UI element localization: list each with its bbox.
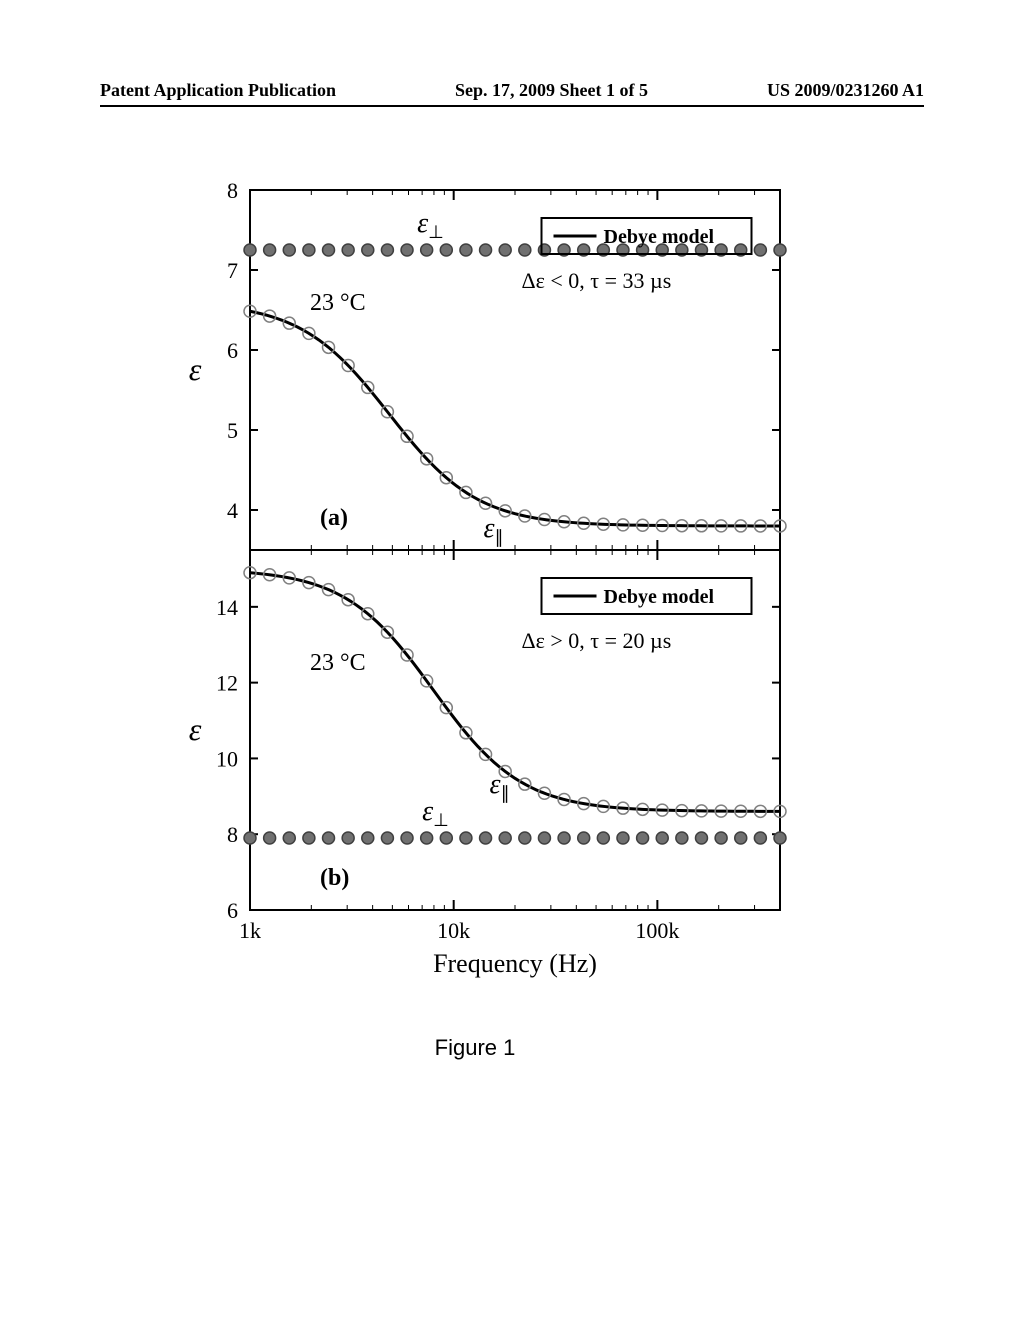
svg-text:Δε > 0, τ = 20 µs: Δε > 0, τ = 20 µs: [522, 628, 672, 653]
figure-1: 4 5 6 7 8 ε Debye model Δε < 0, τ = 33 µs 23 °C (…: [150, 180, 800, 1061]
svg-text:Δε < 0, τ = 33 µs: Δε < 0, τ = 33 µs: [522, 268, 672, 293]
svg-text:23 °C: 23 °C: [310, 650, 366, 676]
header-right: US 2009/0231260 A1: [767, 80, 924, 101]
svg-text:5: 5: [227, 418, 238, 443]
svg-text:ε⊥: ε⊥: [422, 796, 449, 830]
header-rule: [100, 105, 924, 107]
svg-text:ε⊥: ε⊥: [417, 208, 444, 242]
svg-text:ε∥: ε∥: [483, 513, 503, 547]
header-left: Patent Application Publication: [100, 80, 336, 101]
svg-text:23 °C: 23 °C: [310, 290, 366, 316]
svg-text:(b): (b): [320, 865, 349, 891]
svg-text:ε: ε: [189, 711, 202, 747]
svg-text:12: 12: [216, 671, 238, 696]
svg-text:14: 14: [216, 595, 238, 620]
svg-text:6: 6: [227, 338, 238, 363]
svg-text:1k: 1k: [239, 918, 261, 943]
svg-text:Debye model: Debye model: [604, 586, 715, 608]
svg-text:7: 7: [227, 258, 238, 283]
svg-text:ε: ε: [189, 351, 202, 387]
figure-caption: Figure 1: [150, 1035, 800, 1061]
svg-text:(a): (a): [320, 505, 348, 531]
svg-text:Frequency (Hz): Frequency (Hz): [433, 949, 597, 978]
svg-text:100k: 100k: [635, 918, 679, 943]
svg-text:8: 8: [227, 822, 238, 847]
svg-text:Debye model: Debye model: [604, 226, 715, 248]
svg-text:10k: 10k: [437, 918, 470, 943]
chart-svg: 4 5 6 7 8 ε Debye model Δε < 0, τ = 33 µs 23 °C (…: [150, 180, 830, 1010]
header-center: Sep. 17, 2009 Sheet 1 of 5: [455, 80, 648, 101]
svg-text:10: 10: [216, 746, 238, 771]
svg-text:6: 6: [227, 898, 238, 923]
svg-text:8: 8: [227, 180, 238, 203]
svg-text:4: 4: [227, 498, 238, 523]
patent-header: Patent Application Publication Sep. 17, …: [0, 80, 1024, 101]
